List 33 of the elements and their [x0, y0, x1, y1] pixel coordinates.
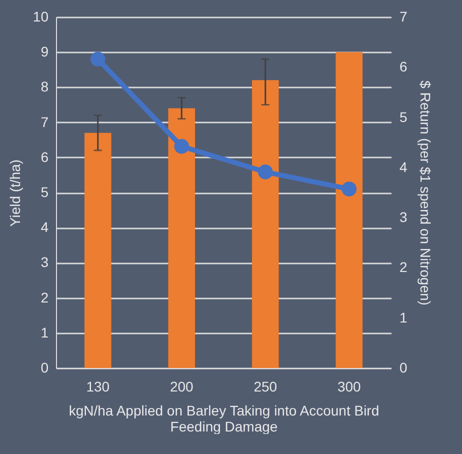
y2-tick-label: 6 — [400, 58, 408, 75]
y2-tick-label: 7 — [400, 8, 408, 24]
y2-tick-label: 1 — [400, 309, 408, 326]
y-tick-label: 8 — [40, 78, 49, 95]
y2-tick-label: 3 — [400, 209, 408, 226]
x-tick-label: 250 — [254, 378, 278, 394]
bar — [84, 132, 112, 368]
y-tick-label: 5 — [40, 184, 49, 200]
y-tick-label: 6 — [40, 148, 49, 165]
point — [342, 182, 357, 196]
y2-tick-label: 4 — [400, 158, 408, 175]
y-tick-label: 4 — [40, 219, 49, 236]
y2-axis-title: $ Return (per $1 spend on Nitrogen) — [417, 80, 434, 306]
y2-tick-label: 0 — [400, 360, 408, 376]
y-tick-label: 9 — [40, 44, 49, 60]
bar — [252, 80, 279, 368]
point — [258, 164, 273, 180]
y-tick-label: 2 — [40, 289, 49, 306]
point — [174, 138, 190, 154]
y-tick-label: 10 — [32, 8, 49, 24]
y-tick-label: 7 — [40, 114, 49, 130]
bar — [168, 108, 196, 368]
x-tick-label: 130 — [86, 378, 110, 394]
bar — [336, 52, 363, 368]
y2-tick-label: 2 — [400, 259, 408, 276]
y-tick-label: 1 — [40, 324, 49, 340]
y-axis-title: Yield (t/ha) — [6, 159, 23, 227]
x-tick-label: 200 — [170, 378, 194, 394]
y2-tick-label: 5 — [400, 108, 408, 125]
y-tick-label: 0 — [40, 360, 49, 376]
y-tick-label: 3 — [40, 254, 49, 270]
x-tick-label: 300 — [337, 378, 362, 394]
point — [90, 52, 106, 67]
